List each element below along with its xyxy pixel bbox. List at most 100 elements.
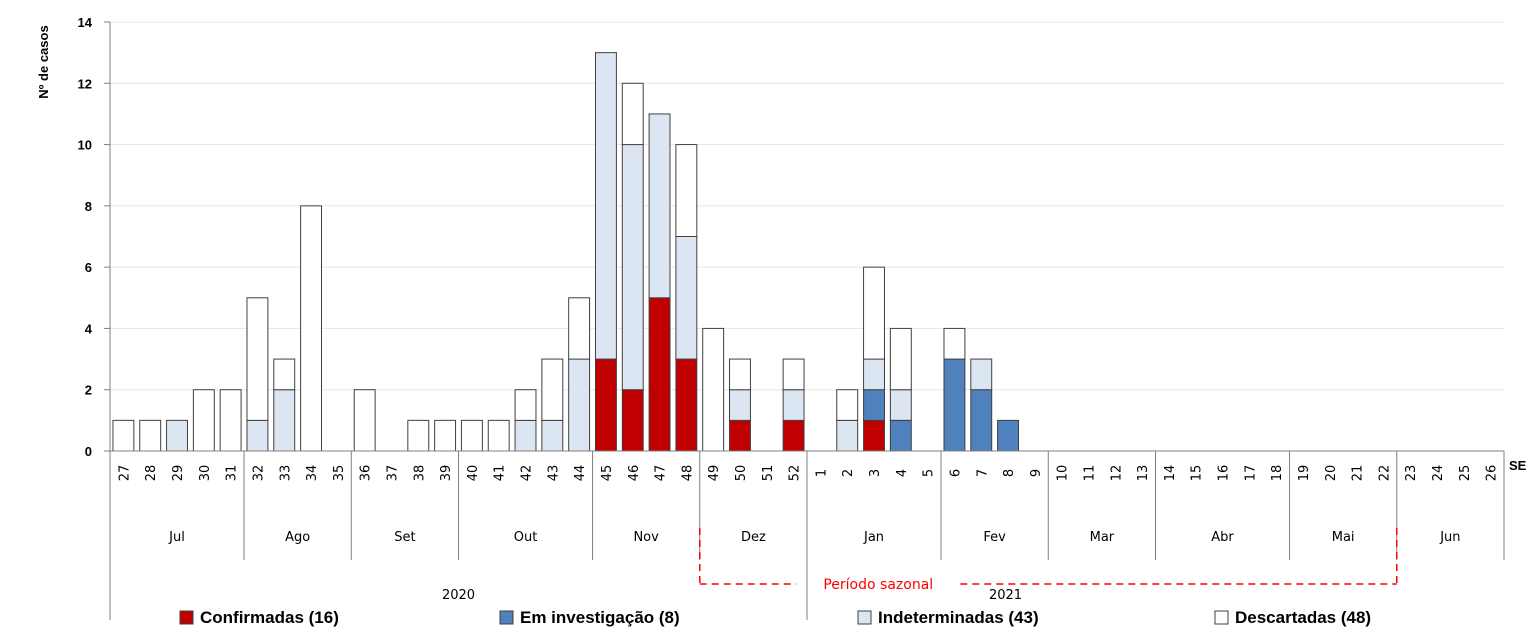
bar-segment-4-s1 <box>889 419 912 452</box>
y-tick-label: 2 <box>85 383 92 398</box>
bar-segment-3-s2 <box>863 358 885 391</box>
legend-swatch <box>1214 610 1229 625</box>
x-tick-label: 36 <box>359 465 374 482</box>
x-tick-label: 34 <box>305 465 320 482</box>
seasonal-period-annotation: Período sazonal <box>699 528 1398 593</box>
bar-segment-50-s3 <box>729 358 751 391</box>
bar-segment-40-s3 <box>460 419 483 452</box>
legend-swatch <box>857 610 872 625</box>
bar-segment-33-s2 <box>273 389 296 452</box>
x-tick-label: 48 <box>680 465 695 482</box>
bar-segment-27-s3 <box>112 419 135 452</box>
x-tick-label: 52 <box>788 465 803 482</box>
bar-segment-43-s2 <box>541 419 564 452</box>
y-axis-label: Nº de casos <box>36 25 51 98</box>
year-label: 2021 <box>989 588 1022 603</box>
bar-segment-42-s2 <box>514 419 537 452</box>
bar-segment-47-s2 <box>648 113 671 299</box>
gridlines <box>110 21 1504 391</box>
bar-segment-7-s2 <box>970 358 993 391</box>
bar-segment-50-s2 <box>729 389 751 421</box>
bar-segment-42-s3 <box>514 389 537 421</box>
bar-segment-45-s2 <box>594 52 617 360</box>
x-tick-label: 29 <box>171 465 186 482</box>
bar-segment-48-s0 <box>675 358 698 452</box>
bar-segment-3-s1 <box>863 389 885 421</box>
bar-segment-6-s3 <box>943 327 966 360</box>
bar-segment-44-s3 <box>568 297 591 360</box>
bar-segment-44-s2 <box>568 358 591 452</box>
month-label: Jun <box>1439 530 1460 545</box>
month-label: Ago <box>285 530 310 545</box>
bar-segment-48-s3 <box>675 144 698 237</box>
bar-segment-32-s2 <box>246 419 269 452</box>
bar-segment-6-s1 <box>943 358 966 452</box>
x-tick-label: 41 <box>493 465 508 482</box>
bar-segment-4-s3 <box>889 327 912 391</box>
x-tick-label: 13 <box>1136 465 1151 482</box>
month-label: Set <box>394 530 415 545</box>
x-axis-label: SE <box>1509 458 1527 473</box>
month-label: Mai <box>1332 530 1355 545</box>
x-tick-label: 27 <box>117 465 132 482</box>
y-tick-label: 14 <box>78 15 93 30</box>
bar-segment-50-s0 <box>729 419 751 452</box>
x-tick-label: 50 <box>734 465 749 482</box>
bar-segment-3-s3 <box>863 266 885 360</box>
x-tick-label: 32 <box>251 465 266 482</box>
bar-segment-48-s2 <box>675 236 698 360</box>
x-tick-label: 14 <box>1163 465 1178 482</box>
x-tick-labels: 27 28 29 30 31 32 33 34 35 36 37 38 39 40 41 42 43 44 45 46… <box>117 465 1499 482</box>
month-labels: Jul Ago Set Out Nov Dez Jan Fev Mar Abr Mai Jun <box>168 530 1460 545</box>
x-tick-label: 37 <box>385 465 400 482</box>
legend-label: Confirmadas (16) <box>200 608 339 627</box>
bar-segment-49-s3 <box>702 327 725 452</box>
y-tick-label: 12 <box>78 76 92 91</box>
bar-segment-2-s2 <box>836 419 859 452</box>
month-label: Abr <box>1211 530 1234 545</box>
x-tick-label: 47 <box>654 465 669 482</box>
x-tick-label: 16 <box>1217 465 1232 482</box>
y-tick-label: 6 <box>85 260 92 275</box>
x-tick-label: 46 <box>627 465 642 482</box>
x-tick-label: 20 <box>1324 465 1339 482</box>
month-label: Jan <box>863 530 884 545</box>
legend-swatch <box>179 610 194 625</box>
month-label: Fev <box>983 530 1006 545</box>
bar-segment-3-s0 <box>863 419 885 452</box>
x-tick-label: 21 <box>1351 465 1366 482</box>
bar-segment-8-s1 <box>997 419 1020 452</box>
bar-segment-32-s3 <box>246 297 269 421</box>
x-tick-label: 19 <box>1297 465 1312 482</box>
bar-segment-4-s2 <box>889 389 912 421</box>
x-tick-label: 42 <box>520 465 535 482</box>
bars <box>112 52 1020 452</box>
x-tick-label: 1 <box>814 469 829 477</box>
season-label: Período sazonal <box>823 577 933 593</box>
month-label: Out <box>514 530 538 545</box>
bar-segment-31-s3 <box>219 389 242 452</box>
legend: Confirmadas (16) Em investigação (8) Indet… <box>179 608 1371 627</box>
x-tick-label: 35 <box>332 465 347 482</box>
bar-segment-45-s0 <box>594 358 617 452</box>
x-tick-label: 43 <box>546 465 561 482</box>
x-tick-label: 17 <box>1243 465 1258 482</box>
x-tick-label: 11 <box>1082 465 1097 482</box>
bar-segment-47-s0 <box>648 297 671 452</box>
x-tick-label: 18 <box>1270 465 1285 482</box>
y-tick-label: 4 <box>85 321 93 336</box>
bar-segment-43-s3 <box>541 358 564 421</box>
x-tick-label: 38 <box>412 465 427 482</box>
bar-segment-33-s3 <box>273 358 296 391</box>
x-tick-label: 7 <box>975 469 990 477</box>
year-label: 2020 <box>442 588 475 603</box>
y-tick-label: 0 <box>85 444 92 459</box>
x-tick-label: 31 <box>225 465 240 482</box>
bar-segment-38-s3 <box>407 419 430 452</box>
bar-segment-28-s3 <box>139 419 162 452</box>
legend-label: Descartadas (48) <box>1235 608 1371 627</box>
y-tick-labels: 0 2 4 6 8 10 12 14 <box>78 15 93 459</box>
x-tick-label: 33 <box>278 465 293 482</box>
legend-swatch <box>499 610 514 625</box>
